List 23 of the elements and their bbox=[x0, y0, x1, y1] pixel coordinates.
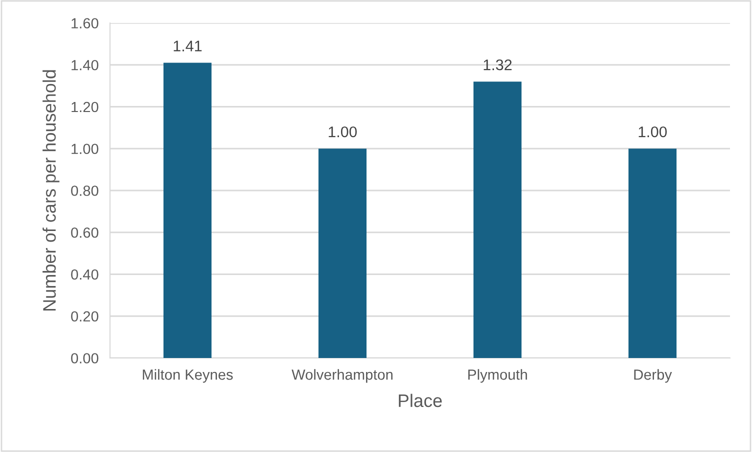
y-tick-label: 1.20 bbox=[72, 102, 98, 112]
x-tick-label: Derby bbox=[634, 369, 672, 383]
y-tick-label: 0.40 bbox=[71, 269, 98, 280]
y-tick-label: 0.80 bbox=[71, 186, 98, 196]
y-tick-label: 1.00 bbox=[72, 144, 98, 154]
bar bbox=[318, 148, 367, 358]
y-tick-label: 1.40 bbox=[72, 60, 98, 70]
bar bbox=[628, 148, 677, 358]
y-tick-label: 0.60 bbox=[71, 227, 98, 238]
bar bbox=[473, 82, 522, 358]
y-tick-label: 1.60 bbox=[72, 18, 98, 28]
y-tick-label: 0.20 bbox=[71, 311, 98, 322]
x-tick-label: Milton Keynes bbox=[142, 369, 233, 383]
x-tick-label: Plymouth bbox=[468, 369, 527, 383]
y-tick-label: 0.00 bbox=[71, 353, 98, 364]
bar bbox=[163, 62, 212, 358]
y-axis-title: Number of cars per household bbox=[42, 70, 60, 310]
data-label: 1.32 bbox=[484, 59, 512, 70]
x-axis-title: Place bbox=[398, 394, 442, 408]
data-label: 1.41 bbox=[174, 40, 202, 52]
x-tick-label: Wolverhampton bbox=[292, 369, 392, 383]
data-label: 1.00 bbox=[638, 126, 667, 138]
data-label: 1.00 bbox=[328, 126, 357, 138]
